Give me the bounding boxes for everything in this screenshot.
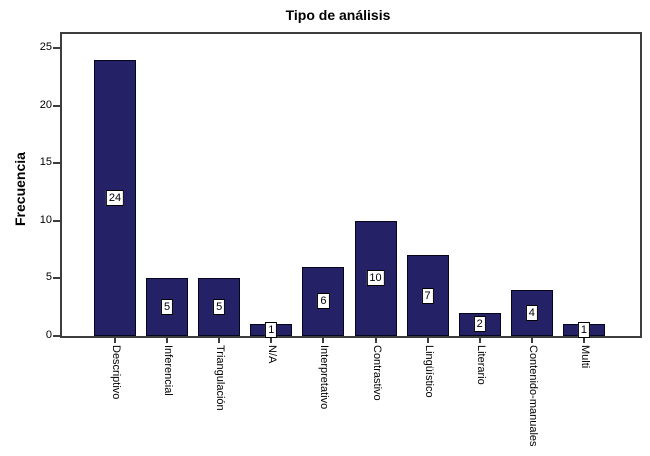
y-axis-tick	[53, 219, 60, 222]
y-axis-tick	[53, 104, 60, 107]
y-axis-tick-label: 5	[45, 271, 52, 284]
x-axis-category-label: Descriptivo	[110, 345, 122, 400]
bar-value-label: 5	[161, 299, 174, 316]
y-axis-tick-label: 20	[39, 98, 52, 111]
bar-value-label: 24	[105, 189, 125, 206]
x-axis-category-label: Inferencial	[162, 345, 175, 396]
bar-value-label: 4	[525, 304, 538, 321]
chart-title: Tipo de análisis	[285, 7, 391, 23]
x-axis-category-label: Literario	[474, 345, 487, 385]
bar-value-label: 1	[577, 322, 590, 339]
y-axis-tick-label: 25	[39, 41, 52, 53]
x-axis-tick	[166, 338, 169, 343]
x-axis-tick	[582, 338, 585, 343]
x-axis-category-label: Contrastivo	[370, 345, 383, 401]
y-axis-tick	[53, 335, 60, 337]
x-axis-tick	[478, 338, 481, 343]
bar-value-label: 2	[473, 316, 486, 333]
x-axis-tick	[114, 338, 116, 343]
x-axis-category-label: Interpretativo	[318, 345, 331, 410]
x-axis-category-label: Contenido-manuales	[526, 345, 539, 447]
y-axis-tick	[53, 277, 60, 280]
x-axis-category-label: N/A	[266, 345, 279, 364]
bar	[510, 289, 553, 336]
bar-value-label: 5	[213, 299, 226, 316]
bar-value-label: 6	[317, 293, 330, 310]
x-axis-category-label: Triangulación	[214, 345, 227, 411]
x-axis-tick	[530, 338, 533, 343]
y-axis-tick-label: 15	[39, 156, 52, 169]
y-axis-tick-label: 0	[45, 329, 52, 341]
bar-value-label: 7	[421, 287, 434, 304]
x-axis-category-label: Lingüístico	[422, 345, 435, 398]
bar	[406, 255, 449, 336]
bar	[302, 266, 345, 336]
x-axis-tick	[374, 338, 377, 343]
bar-value-label: 10	[366, 270, 385, 287]
y-axis-tick	[53, 47, 60, 49]
x-axis-tick	[218, 338, 221, 343]
bar-value-label: 1	[265, 322, 278, 339]
plot-frame	[60, 32, 642, 338]
x-axis-category-label: Multi	[578, 345, 591, 369]
x-axis-tick	[322, 338, 325, 343]
y-axis-tick	[53, 162, 60, 165]
y-axis-tick-label: 10	[39, 213, 52, 226]
x-axis-tick	[270, 338, 273, 343]
x-axis-tick	[426, 338, 429, 343]
